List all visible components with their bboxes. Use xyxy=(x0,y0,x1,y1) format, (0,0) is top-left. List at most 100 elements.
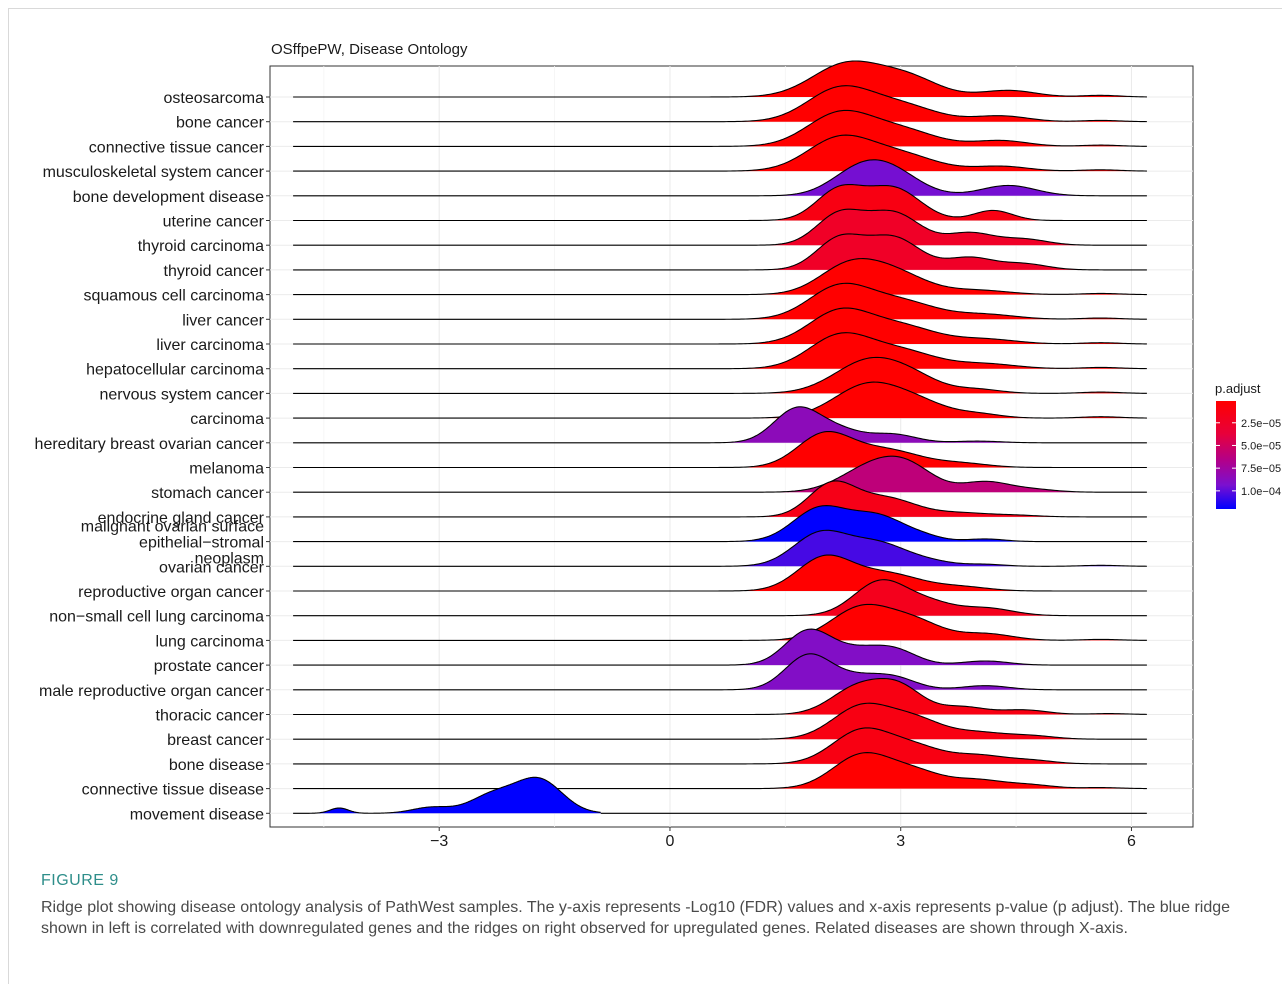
ridge-outline xyxy=(293,208,1147,246)
legend-tick-label: 5.0e−05 xyxy=(1241,440,1281,452)
ridge-area xyxy=(293,727,1147,764)
y-tick-label-line: stomach cancer xyxy=(151,485,265,502)
ridge-area xyxy=(293,61,1147,97)
ridge xyxy=(293,677,1147,716)
ridge xyxy=(293,505,1147,543)
ridge-area xyxy=(293,678,1147,715)
y-tick-label-line: epithelial−stromal xyxy=(139,535,264,552)
y-tick-label: squamous cell carcinoma xyxy=(83,288,264,305)
y-tick-label: liver carcinoma xyxy=(156,337,264,354)
y-tick-label: bone development disease xyxy=(73,189,264,206)
x-tick-label: 0 xyxy=(666,833,675,850)
ridge xyxy=(293,282,1147,320)
y-tick-label: connective tissue cancer xyxy=(89,139,265,156)
ridge-outline xyxy=(293,480,1147,518)
y-tick-label: thyroid cancer xyxy=(164,263,265,280)
ridge-area xyxy=(293,703,1147,740)
y-tick-label-line: thoracic cancer xyxy=(156,708,265,725)
ridge-area xyxy=(293,85,1147,122)
y-tick-label-line: bone cancer xyxy=(176,115,265,132)
y-tick-label-line: bone disease xyxy=(169,757,264,774)
y-tick-label: ovarian cancer xyxy=(159,559,265,576)
figure-frame xyxy=(8,8,1282,984)
ridge xyxy=(293,208,1147,246)
ridge-outline xyxy=(293,628,1147,666)
ridge xyxy=(293,702,1147,740)
y-tick-label-line: prostate cancer xyxy=(154,658,265,675)
legend-tick-label: 2.5e−05 xyxy=(1241,418,1281,430)
ridge-outline xyxy=(293,85,1147,123)
ridge xyxy=(293,752,1147,790)
ridge-outline xyxy=(293,258,1147,296)
ridge-outline xyxy=(293,653,1147,691)
ridge xyxy=(293,381,1147,419)
y-tick-label: melanoma xyxy=(189,461,264,478)
ridge-outline xyxy=(293,406,1147,444)
ridge-outline xyxy=(293,356,1147,394)
y-tick-label: prostate cancer xyxy=(154,658,265,675)
y-tick-label-line: liver carcinoma xyxy=(156,337,264,354)
ridge-area xyxy=(293,184,1147,221)
ridge-outline xyxy=(293,752,1147,790)
y-tick-label-line: uterine cancer xyxy=(163,214,265,231)
x-tick-label: −3 xyxy=(430,833,448,850)
legend-tick-label: 7.5e−05 xyxy=(1241,463,1281,475)
ridge-outline xyxy=(293,505,1147,543)
y-axis-labels: osteosarcoma bone cancer connective tissue… xyxy=(35,90,270,823)
ridge-area xyxy=(293,332,1147,369)
y-tick-label-line: connective tissue cancer xyxy=(89,139,265,156)
ridge-outline xyxy=(293,677,1147,716)
ridge-outline xyxy=(293,727,1147,765)
y-tick-label-line: squamous cell carcinoma xyxy=(83,288,264,305)
ridge-outline xyxy=(293,579,1147,617)
y-tick-label: male reproductive organ cancer xyxy=(39,683,265,700)
y-tick-label: hereditary breast ovarian cancer xyxy=(35,436,265,453)
ridge xyxy=(293,628,1147,666)
figure-caption: Ridge plot showing disease ontology anal… xyxy=(41,899,1231,937)
ridge-outline xyxy=(293,282,1147,320)
y-tick-label-line: melanoma xyxy=(189,461,264,478)
ridge xyxy=(293,776,601,814)
ridge xyxy=(293,109,1147,147)
y-tick-label: thoracic cancer xyxy=(156,708,265,725)
y-tick-label: malignant ovarian surface epithelial−stro… xyxy=(81,519,264,568)
ridge-plot: OSffpePW, Disease Ontology osteosarcoma b… xyxy=(35,41,1282,850)
ridge-area xyxy=(293,777,601,814)
y-tick-label-line: lung carcinoma xyxy=(156,633,265,650)
y-tick-label: osteosarcoma xyxy=(164,90,265,107)
ridge xyxy=(293,455,1147,493)
ridges xyxy=(293,60,1147,814)
ridge-outline xyxy=(293,603,1147,641)
y-tick-label: bone cancer xyxy=(176,115,265,132)
ridge xyxy=(293,307,1147,345)
ridge xyxy=(293,480,1147,518)
ridge xyxy=(293,727,1147,765)
y-tick-label: musculoskeletal system cancer xyxy=(43,164,265,181)
y-tick-label-line: movement disease xyxy=(130,806,264,823)
ridge-outline xyxy=(293,332,1147,370)
ridge-outline xyxy=(293,307,1147,345)
ridge xyxy=(293,430,1147,469)
legend-colorbar xyxy=(1216,401,1236,509)
ridge xyxy=(293,258,1147,296)
ridge-outline xyxy=(293,233,1147,271)
y-tick-label-line: malignant ovarian surface xyxy=(81,519,264,536)
ridge-outline xyxy=(293,776,601,814)
ridge-outline xyxy=(293,702,1147,740)
y-tick-label-line: connective tissue disease xyxy=(82,782,264,799)
ridge xyxy=(293,183,1147,222)
legend-tick-label: 1.0e−04 xyxy=(1241,486,1281,498)
ridge-outline xyxy=(293,109,1147,147)
y-tick-label: stomach cancer xyxy=(151,485,265,502)
ridge xyxy=(293,356,1147,394)
y-tick-label: reproductive organ cancer xyxy=(78,584,265,601)
ridge-area xyxy=(293,135,1147,172)
ridge-outline xyxy=(293,60,1147,98)
ridge-outline xyxy=(293,430,1147,469)
ridge xyxy=(293,85,1147,123)
y-tick-label-line: osteosarcoma xyxy=(164,90,265,107)
x-tick-label: 3 xyxy=(896,833,905,850)
figure-label: FIGURE 9 xyxy=(41,872,119,889)
ridge-outline xyxy=(293,455,1147,493)
y-tick-label-line: hepatocellular carcinoma xyxy=(86,362,264,379)
